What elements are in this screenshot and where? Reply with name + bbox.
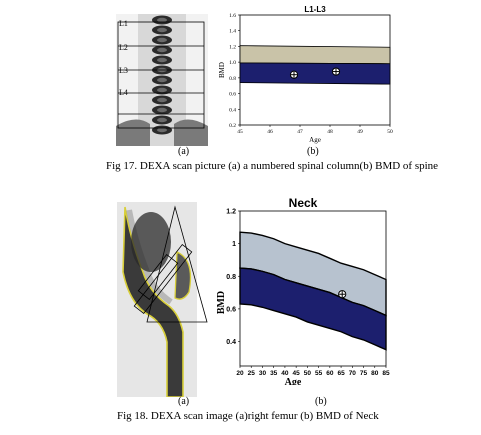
x-tick-label-8: 60 — [326, 370, 334, 377]
x-tick-label-2: 47 — [297, 129, 303, 135]
y-tick-label-3: 0.8 — [229, 76, 236, 82]
lower-band — [239, 267, 387, 351]
y-tick-label-5: 1.2 — [229, 44, 236, 50]
y-tick-label-1: 0.6 — [226, 306, 236, 313]
y-axis-label: BMD — [218, 62, 226, 78]
y-tick-label-6: 1.4 — [229, 29, 236, 35]
fig17-label-a: (a) — [178, 146, 190, 157]
y-tick-label-4: 1.0 — [229, 60, 236, 66]
lower-band — [239, 62, 391, 85]
chart-title: L1-L3 — [304, 5, 326, 14]
fig18-caption: Fig 18. DEXA scan image (a)right femur (… — [117, 410, 379, 422]
y-tick-label-4: 1.2 — [226, 209, 236, 216]
y-tick-label-0: 0.4 — [226, 339, 236, 346]
x-tick-label-1: 25 — [248, 370, 256, 377]
fig18-label-a: (a) — [178, 396, 190, 407]
upper-band — [239, 45, 391, 65]
x-tick-label-6: 50 — [304, 370, 312, 377]
fig17-label-b: (b) — [307, 146, 319, 157]
vertebra-label-l1: L1 — [119, 19, 128, 28]
y-tick-label-2: 0.6 — [229, 92, 236, 98]
x-tick-label-7: 55 — [315, 370, 323, 377]
x-axis-label: Age — [309, 136, 321, 144]
data-point-0 — [338, 290, 347, 299]
y-tick-label-1: 0.4 — [229, 107, 236, 113]
spine-scan-image — [116, 14, 208, 146]
data-point-0 — [289, 70, 299, 79]
x-tick-label-3: 48 — [327, 129, 333, 135]
x-tick-label-1: 46 — [267, 129, 273, 135]
x-tick-label-5: 50 — [387, 129, 393, 135]
x-tick-label-5: 45 — [293, 370, 301, 377]
x-tick-label-4: 40 — [281, 370, 289, 377]
vertebra-label-l3: L3 — [119, 66, 128, 75]
y-tick-label-0: 0.2 — [229, 123, 236, 129]
bmd-neck-chart: 0.4 0.6 0.8 1 1.2 20 25 30 35 40 45 50 55 60 65 70 75 80 8… — [216, 196, 390, 385]
x-tick-label-0: 45 — [237, 129, 243, 135]
x-tick-label-4: 49 — [357, 129, 363, 135]
x-tick-label-10: 70 — [349, 370, 357, 377]
y-axis-label: BMD — [216, 291, 227, 314]
x-tick-label-3: 35 — [270, 370, 278, 377]
fig18-label-b: (b) — [315, 396, 327, 407]
x-tick-label-9: 65 — [337, 370, 345, 377]
vertebra-label-l2: L2 — [119, 43, 128, 52]
y-tick-label-3: 1 — [232, 241, 236, 248]
vertebra-label-l4: L4 — [119, 88, 128, 97]
femur-scan-image — [117, 202, 212, 397]
x-axis-label: Age — [285, 377, 302, 385]
x-tick-label-11: 75 — [360, 370, 368, 377]
y-tick-label-7: 1.6 — [229, 13, 236, 19]
y-tick-label-2: 0.8 — [226, 274, 236, 281]
bmd-spine-chart: 0.2 0.4 0.6 0.8 1.0 1.2 1.4 1.6 45 46 47 48 49 50 L1-L… — [218, 5, 393, 144]
x-tick-label-13: 85 — [382, 370, 390, 377]
x-tick-label-0: 20 — [236, 370, 244, 377]
x-tick-label-12: 80 — [371, 370, 379, 377]
x-tick-label-2: 30 — [259, 370, 267, 377]
chart-title: Neck — [289, 196, 318, 210]
data-point-1 — [331, 67, 341, 76]
fig17-caption: Fig 17. DEXA scan picture (a) a numbered… — [106, 160, 439, 172]
